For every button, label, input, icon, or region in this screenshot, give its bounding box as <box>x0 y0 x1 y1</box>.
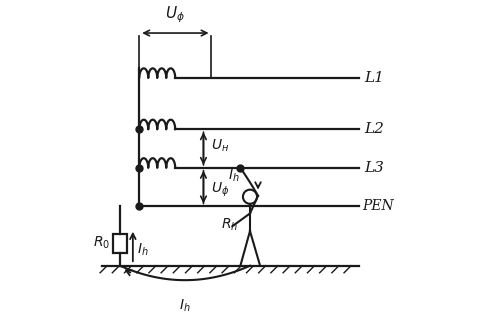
Text: $U_\phi$: $U_\phi$ <box>166 4 186 25</box>
Text: $U_\phi$: $U_\phi$ <box>212 181 230 199</box>
Text: L1: L1 <box>364 71 384 85</box>
Text: L2: L2 <box>364 122 384 136</box>
Text: $R_0$: $R_0$ <box>92 235 110 251</box>
Text: $R_h$: $R_h$ <box>221 216 238 233</box>
Text: $I_h$: $I_h$ <box>136 241 148 258</box>
Text: $I_h$: $I_h$ <box>228 168 239 184</box>
FancyBboxPatch shape <box>113 234 127 253</box>
Text: L3: L3 <box>364 161 384 175</box>
Text: PEN: PEN <box>362 199 394 213</box>
Text: $U_н$: $U_н$ <box>212 137 230 154</box>
Text: $I_h$: $I_h$ <box>179 298 191 314</box>
